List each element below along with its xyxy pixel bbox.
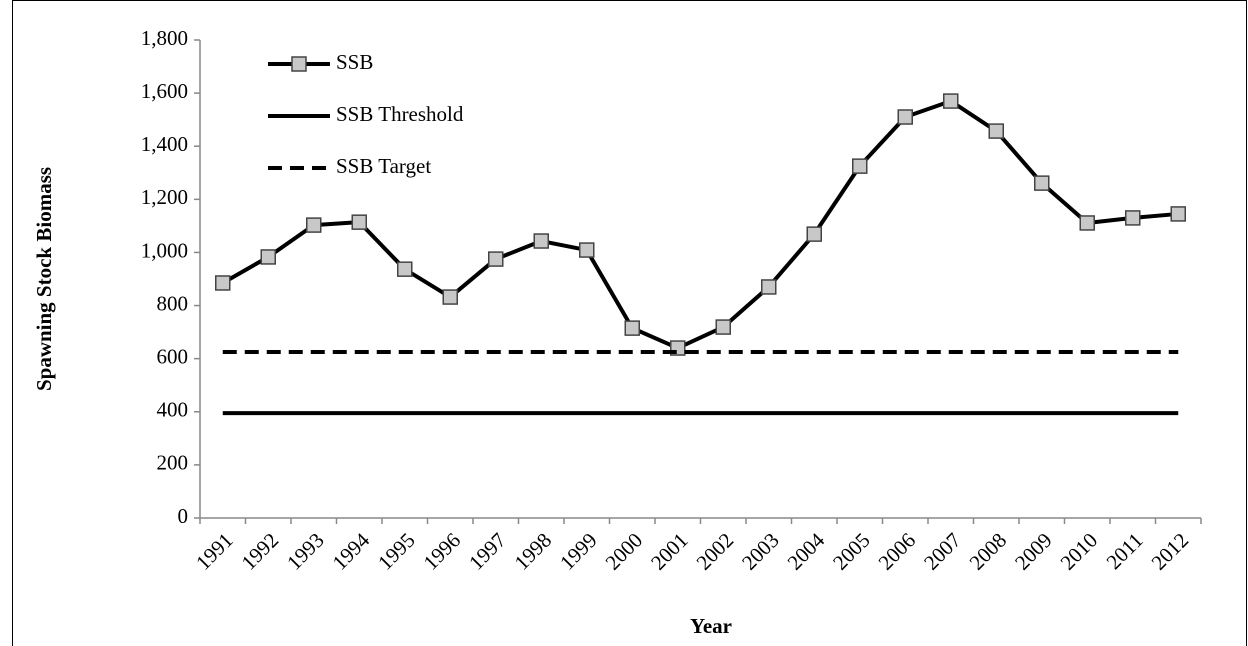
x-tick-label: 2003: [737, 528, 784, 575]
x-tick-label: 2002: [692, 528, 739, 575]
data-marker: [442, 289, 458, 305]
x-tick-label: 2009: [1010, 528, 1057, 575]
y-axis-label: Spawning Stock Biomass: [32, 167, 56, 391]
data-marker: [488, 251, 504, 267]
x-tick-label: 2001: [646, 528, 693, 575]
data-marker: [351, 214, 367, 230]
x-tick-label: 1991: [191, 528, 238, 575]
data-marker: [533, 233, 549, 249]
data-marker: [715, 319, 731, 335]
data-marker: [852, 158, 868, 174]
y-tick-label: 200: [157, 451, 189, 475]
data-marker: [1034, 175, 1050, 191]
y-tick-label: 1,400: [141, 132, 188, 156]
y-tick-label: 1,000: [141, 238, 188, 262]
data-marker: [397, 261, 413, 277]
y-tick-label: 1,200: [141, 185, 188, 209]
x-tick-label: 1999: [555, 528, 602, 575]
x-tick-label: 1994: [328, 528, 375, 575]
x-tick-label: 2012: [1147, 528, 1194, 575]
y-tick-label: 0: [178, 504, 189, 528]
y-tick-label: 1,600: [141, 79, 188, 103]
legend-marker: [291, 56, 307, 72]
data-marker: [1079, 215, 1095, 231]
x-tick-label: 2010: [1056, 528, 1103, 575]
legend-label: SSB: [336, 50, 373, 74]
x-tick-label: 1993: [282, 528, 329, 575]
x-tick-label: 2006: [874, 528, 921, 575]
x-axis-label: Year: [690, 614, 732, 638]
x-tick-label: 2008: [965, 528, 1012, 575]
data-marker: [897, 109, 913, 125]
legend-label: SSB Threshold: [336, 102, 464, 126]
data-marker: [1170, 206, 1186, 222]
data-marker: [988, 123, 1004, 139]
y-tick-label: 800: [157, 291, 189, 315]
x-tick-label: 1998: [510, 528, 557, 575]
data-marker: [215, 275, 231, 291]
series-line: [221, 99, 1179, 351]
x-tick-label: 1996: [419, 528, 466, 575]
x-tick-label: 2007: [919, 528, 966, 575]
data-marker: [1125, 210, 1141, 226]
x-tick-label: 2004: [783, 528, 830, 575]
data-marker: [579, 242, 595, 258]
data-marker: [943, 93, 959, 109]
x-tick-label: 1992: [237, 528, 284, 575]
y-tick-label: 1,800: [141, 26, 188, 50]
data-marker: [260, 249, 276, 265]
data-marker: [306, 217, 322, 233]
x-tick-label: 2011: [1102, 528, 1148, 574]
y-tick-label: 400: [157, 398, 189, 422]
x-tick-label: 2005: [828, 528, 875, 575]
data-marker: [806, 226, 822, 242]
data-marker: [624, 320, 640, 336]
x-tick-label: 1995: [373, 528, 420, 575]
legend-label: SSB Target: [336, 154, 431, 178]
x-tick-label: 2000: [601, 528, 648, 575]
y-tick-label: 600: [157, 344, 189, 368]
data-marker: [761, 279, 777, 295]
chart-frame: [12, 0, 1247, 646]
x-tick-label: 1997: [464, 528, 511, 575]
